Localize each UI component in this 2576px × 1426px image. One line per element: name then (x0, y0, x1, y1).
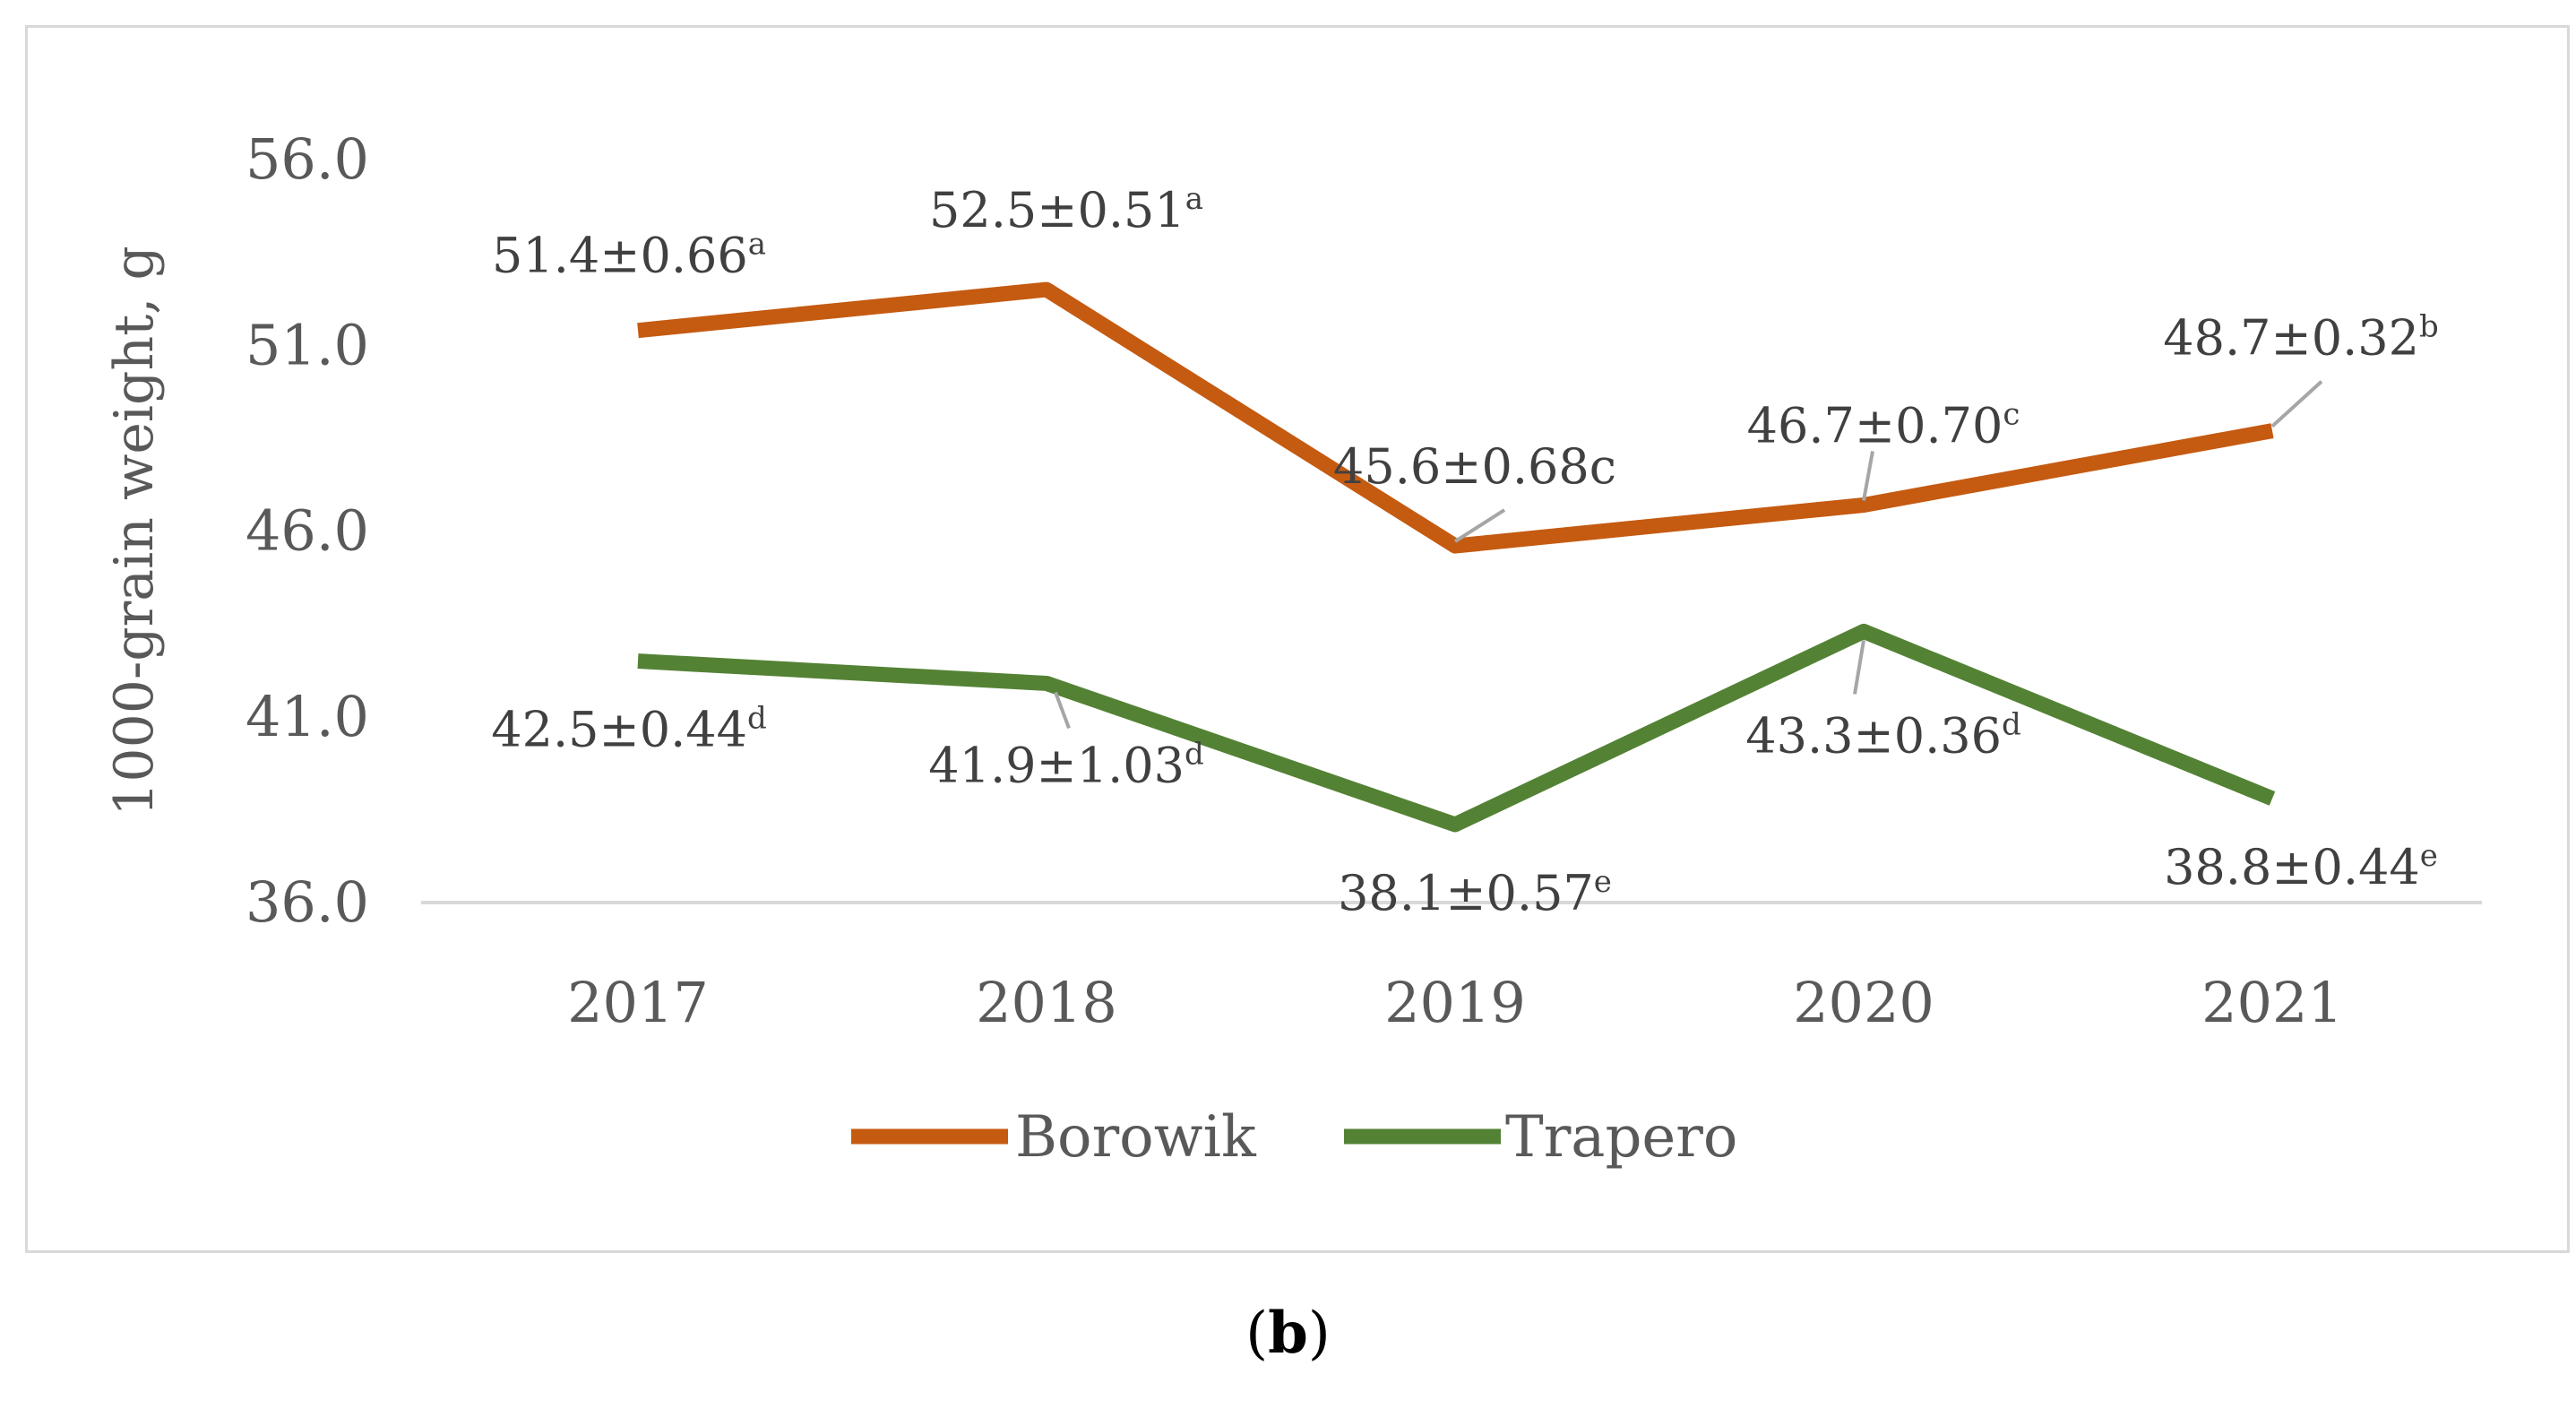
legend-label-borowik: Borowik (1015, 1104, 1257, 1171)
data-label: 48.7±0.32b (2163, 309, 2438, 367)
y-axis-title: 1000-grain weight, g (103, 246, 166, 817)
data-label-superscript: d (1185, 736, 1204, 772)
data-label-value: 38.8±0.44 (2164, 839, 2420, 895)
data-label-superscript: a (1185, 181, 1203, 217)
legend-label-trapero: Trapero (1505, 1104, 1737, 1171)
data-label: 38.8±0.44e (2164, 838, 2438, 895)
y-tick-label: 46.0 (246, 498, 369, 564)
caption-close-paren: ) (1307, 1301, 1331, 1367)
x-tick-label: 2019 (1384, 970, 1526, 1035)
data-label-superscript: d (747, 701, 767, 737)
data-label-value: 51.4±0.66 (492, 228, 748, 284)
x-tick-label: 2017 (567, 970, 709, 1035)
data-label: 45.6±0.68c (1333, 438, 1616, 495)
data-label-value: 48.7±0.32 (2163, 310, 2419, 367)
x-tick-label: 2018 (976, 970, 1117, 1035)
data-label: 38.1±0.57e (1338, 864, 1612, 921)
data-point (637, 330, 639, 332)
data-label: 46.7±0.70c (1747, 396, 2020, 454)
data-point (1046, 682, 1047, 684)
data-label: 41.9±1.03d (928, 736, 1203, 793)
figure-caption: (b) (0, 1300, 2576, 1367)
caption-letter: b (1268, 1300, 1308, 1367)
data-label-superscript: a (748, 227, 766, 263)
data-label-value: 41.9±1.03 (928, 737, 1185, 793)
data-label-value: 52.5±0.51 (929, 182, 1185, 238)
data-label: 51.4±0.66a (492, 227, 766, 284)
y-tick-label: 41.0 (246, 684, 369, 749)
data-point (2271, 798, 2273, 799)
data-label-leader (1853, 640, 1865, 695)
y-tick-label: 56.0 (246, 126, 369, 192)
data-point (637, 661, 639, 662)
y-tick-label: 51.0 (246, 312, 369, 377)
data-label-superscript: e (1594, 864, 1612, 900)
data-label-leader (1054, 691, 1071, 730)
x-tick-label: 2021 (2201, 970, 2343, 1035)
data-label-superscript: c (2003, 396, 2020, 432)
data-point (1454, 824, 1456, 825)
x-tick-label: 2020 (1793, 970, 1934, 1035)
data-point (1454, 545, 1456, 547)
data-label-value: 43.3±0.36 (1745, 707, 2002, 764)
data-label: 43.3±0.36d (1745, 706, 2020, 764)
data-label-leader (1453, 508, 1506, 543)
chart-frame (25, 25, 2570, 1253)
data-point (1863, 504, 1865, 506)
y-tick-label: 36.0 (246, 869, 369, 935)
data-label-superscript: e (2420, 838, 2438, 874)
data-point (2271, 430, 2273, 432)
data-label-leader (2270, 380, 2323, 428)
data-label-value: 42.5±0.44 (491, 702, 747, 758)
data-point (1046, 289, 1047, 290)
series-line-trapero (637, 623, 2276, 833)
data-label-superscript: d (2002, 706, 2021, 742)
caption-open-paren: ( (1245, 1301, 1269, 1367)
data-label: 52.5±0.51a (929, 181, 1203, 238)
data-point (1863, 630, 1865, 632)
data-label-leader (1862, 451, 1874, 501)
data-label-value: 45.6±0.68c (1333, 438, 1616, 495)
data-label-value: 38.1±0.57 (1338, 865, 1594, 921)
data-label-superscript: b (2419, 309, 2439, 345)
data-label: 42.5±0.44d (491, 701, 766, 758)
data-label-value: 46.7±0.70 (1747, 397, 2003, 454)
series-line-borowik (637, 281, 2274, 554)
